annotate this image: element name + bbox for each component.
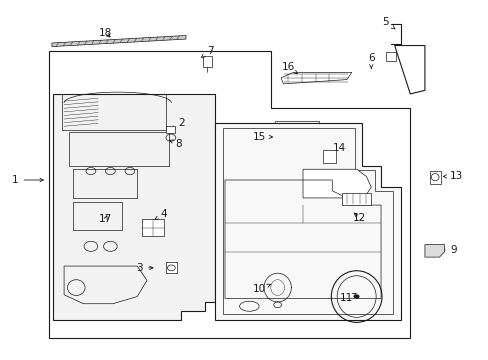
Polygon shape (53, 94, 215, 320)
Polygon shape (394, 45, 424, 94)
Text: 18: 18 (99, 28, 112, 38)
Text: 3: 3 (136, 263, 153, 273)
Text: 11: 11 (340, 293, 356, 303)
Polygon shape (142, 220, 163, 235)
Text: 13: 13 (442, 171, 462, 181)
Text: 7: 7 (201, 46, 213, 58)
Polygon shape (203, 56, 211, 67)
Text: 6: 6 (367, 53, 374, 69)
Polygon shape (429, 171, 440, 184)
Polygon shape (303, 169, 370, 198)
Text: 5: 5 (382, 17, 394, 29)
Text: 12: 12 (352, 213, 365, 222)
Polygon shape (322, 150, 335, 163)
Polygon shape (52, 36, 185, 46)
Polygon shape (341, 193, 370, 205)
Polygon shape (166, 126, 175, 134)
Text: 10: 10 (252, 284, 270, 294)
Text: 9: 9 (440, 245, 457, 255)
Text: 17: 17 (99, 215, 112, 224)
Text: 8: 8 (169, 139, 182, 149)
Polygon shape (165, 262, 177, 273)
Polygon shape (424, 244, 444, 257)
Text: 14: 14 (329, 143, 346, 155)
Text: 1: 1 (12, 175, 43, 185)
Ellipse shape (353, 294, 359, 299)
Polygon shape (215, 123, 400, 320)
Text: 16: 16 (281, 62, 297, 74)
Text: 15: 15 (252, 132, 272, 142)
Text: 4: 4 (155, 209, 167, 219)
Text: 2: 2 (172, 118, 184, 129)
Polygon shape (385, 52, 395, 60)
Polygon shape (275, 121, 319, 135)
Polygon shape (281, 72, 351, 84)
